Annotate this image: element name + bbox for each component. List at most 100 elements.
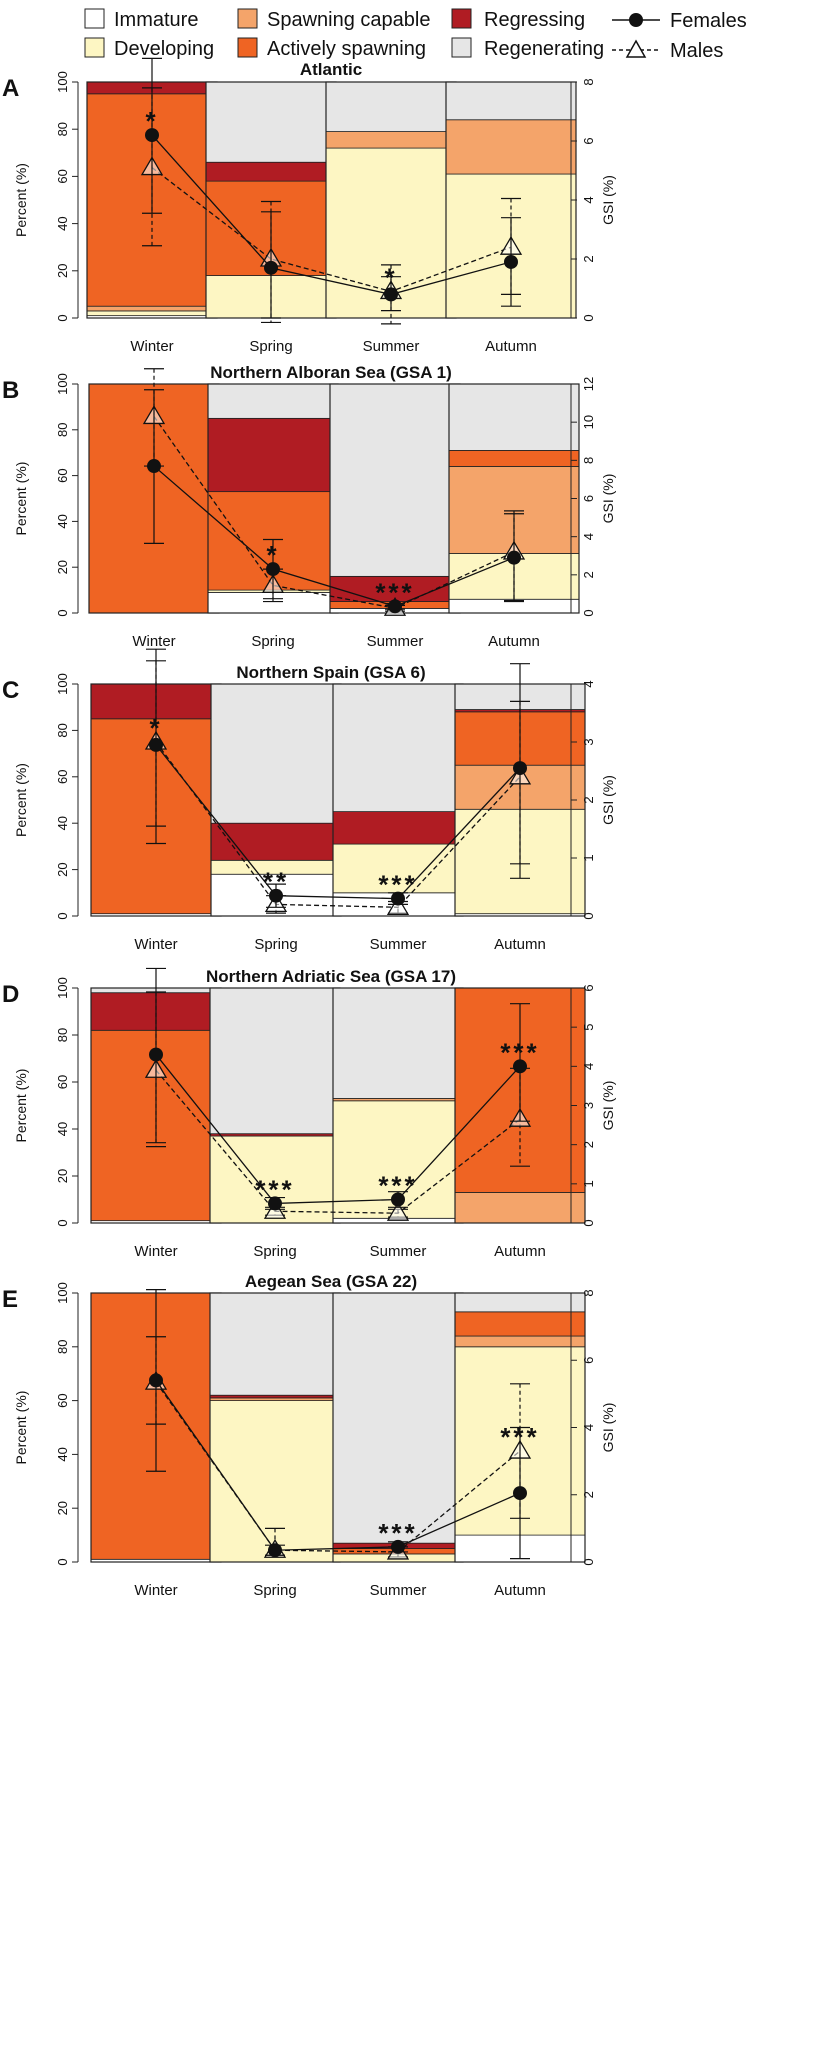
panel-b: B Northern Alboran Sea (GSA 1) Winter Sprin… <box>2 363 616 650</box>
legend-swatch-regressing <box>451 8 472 29</box>
bar-segment-spawning-capable <box>86 305 218 312</box>
y-tick-label: 100 <box>55 977 70 999</box>
female-point <box>264 260 278 275</box>
x-tick-label: Summer <box>370 1582 427 1599</box>
significance-marker: *** <box>375 577 414 607</box>
y-tick-label: 60 <box>55 468 70 482</box>
x-tick-label: Winter <box>130 338 173 355</box>
y-axis-label: Percent (%) <box>13 462 29 536</box>
female-point <box>513 1059 527 1074</box>
bar-segment-regenerating <box>448 383 580 451</box>
series-females <box>144 389 524 614</box>
bar-segment-spawning-capable <box>454 1192 586 1224</box>
bar-outline <box>454 1292 586 1563</box>
series-females <box>146 967 530 1211</box>
y-tick-label: 0 <box>55 609 70 616</box>
panel-letter: B <box>2 377 19 404</box>
y2-tick-label: 5 <box>581 1024 596 1031</box>
significance-marker: * <box>149 713 162 743</box>
y-tick-label: 40 <box>55 816 70 830</box>
y-tick-label: 100 <box>55 673 70 695</box>
legend-label-developing: Developing <box>114 38 214 60</box>
panel-letter: A <box>2 75 19 102</box>
females-line <box>155 1054 521 1205</box>
males-line <box>153 416 515 609</box>
females-line <box>155 1380 521 1551</box>
bar-outline <box>448 383 580 614</box>
bar-segment-regenerating <box>325 81 457 132</box>
y-tick-label: 60 <box>55 1393 70 1407</box>
y2-axis-label: GSI (%) <box>600 1081 616 1131</box>
y-tick-label: 40 <box>55 514 70 528</box>
x-tick-label: Spring <box>254 936 297 953</box>
chart-title: Northern Spain (GSA 6) <box>236 663 425 682</box>
y2-tick-label: 12 <box>581 377 596 391</box>
legend-label-regenerating: Regenerating <box>484 38 604 60</box>
y-axis-right: 0 1 2 3 4 GSI (%) <box>570 680 616 920</box>
x-tick-label: Summer <box>363 338 420 355</box>
bar-segment-regenerating <box>210 683 342 824</box>
y-axis-label: Percent (%) <box>13 1391 29 1465</box>
x-tick-label: Spring <box>253 1243 296 1260</box>
y2-tick-label: 6 <box>581 495 596 502</box>
legend-label-females: Females <box>670 10 747 32</box>
female-point <box>149 737 163 752</box>
bar-segment-regenerating <box>209 987 341 1135</box>
bar-segment-regenerating <box>329 383 461 577</box>
y-axis-label: Percent (%) <box>13 1069 29 1143</box>
x-tick-label: Autumn <box>494 1582 546 1599</box>
y-axis-left: 0 20 40 60 80 100 Percent (%) <box>13 673 79 920</box>
bar-outline <box>454 987 586 1224</box>
y2-axis-label: GSI (%) <box>600 175 616 225</box>
panel-letter: E <box>2 1286 18 1313</box>
female-point <box>149 1373 163 1388</box>
females-line <box>155 744 521 900</box>
y-tick-label: 40 <box>55 1447 70 1461</box>
y2-tick-label: 2 <box>581 571 596 578</box>
x-tick-label: Summer <box>370 1243 427 1260</box>
y2-tick-label: 10 <box>581 415 596 429</box>
y2-tick-label: 2 <box>581 796 596 803</box>
y-axis-left: 0 20 40 60 80 100 Percent (%) <box>13 71 79 322</box>
x-tick-label: Summer <box>370 936 427 953</box>
female-point <box>266 562 280 577</box>
legend-marker-males <box>625 39 647 58</box>
y-tick-label: 0 <box>55 314 70 321</box>
y-axis-right: 0 2 4 6 8 GSI (%) <box>570 78 616 322</box>
y2-axis-label: GSI (%) <box>600 775 616 825</box>
bar-segment-regenerating <box>332 683 464 812</box>
bar-segment-regenerating <box>205 81 337 163</box>
female-point <box>149 1047 163 1062</box>
y2-axis-label: GSI (%) <box>600 474 616 524</box>
x-tick-label: Autumn <box>494 1243 546 1260</box>
y-tick-label: 80 <box>55 1340 70 1354</box>
y2-tick-label: 8 <box>581 1289 596 1296</box>
males-line <box>155 741 521 908</box>
chart-title: Atlantic <box>300 60 362 79</box>
significance-marker: *** <box>378 1171 417 1201</box>
y-tick-label: 60 <box>55 1075 70 1089</box>
y-tick-label: 100 <box>55 1282 70 1304</box>
y2-tick-label: 1 <box>581 1180 596 1187</box>
legend-marker-females <box>629 13 643 27</box>
y-tick-label: 60 <box>55 169 70 183</box>
x-tick-label: Spring <box>249 338 292 355</box>
bar-segment-regressing <box>332 811 464 845</box>
y-axis-left: 0 20 40 60 80 100 Percent (%) <box>13 1282 79 1566</box>
bar-segment-spawning-capable <box>209 1397 341 1402</box>
y-axis-right: 0 2 4 6 8 10 12 GSI (%) <box>570 377 616 617</box>
y2-tick-label: 2 <box>581 1491 596 1498</box>
y-tick-label: 0 <box>55 1219 70 1226</box>
y-tick-label: 80 <box>55 1028 70 1042</box>
y-axis-left: 0 20 40 60 80 100 Percent (%) <box>13 373 79 617</box>
female-point <box>269 888 283 903</box>
y-tick-label: 40 <box>55 1122 70 1136</box>
bar-segment-regressing <box>209 1394 341 1399</box>
y-tick-label: 80 <box>55 122 70 136</box>
bar-segment-spawning-capable <box>445 119 577 175</box>
female-point <box>147 459 161 474</box>
y2-tick-label: 6 <box>581 984 596 991</box>
